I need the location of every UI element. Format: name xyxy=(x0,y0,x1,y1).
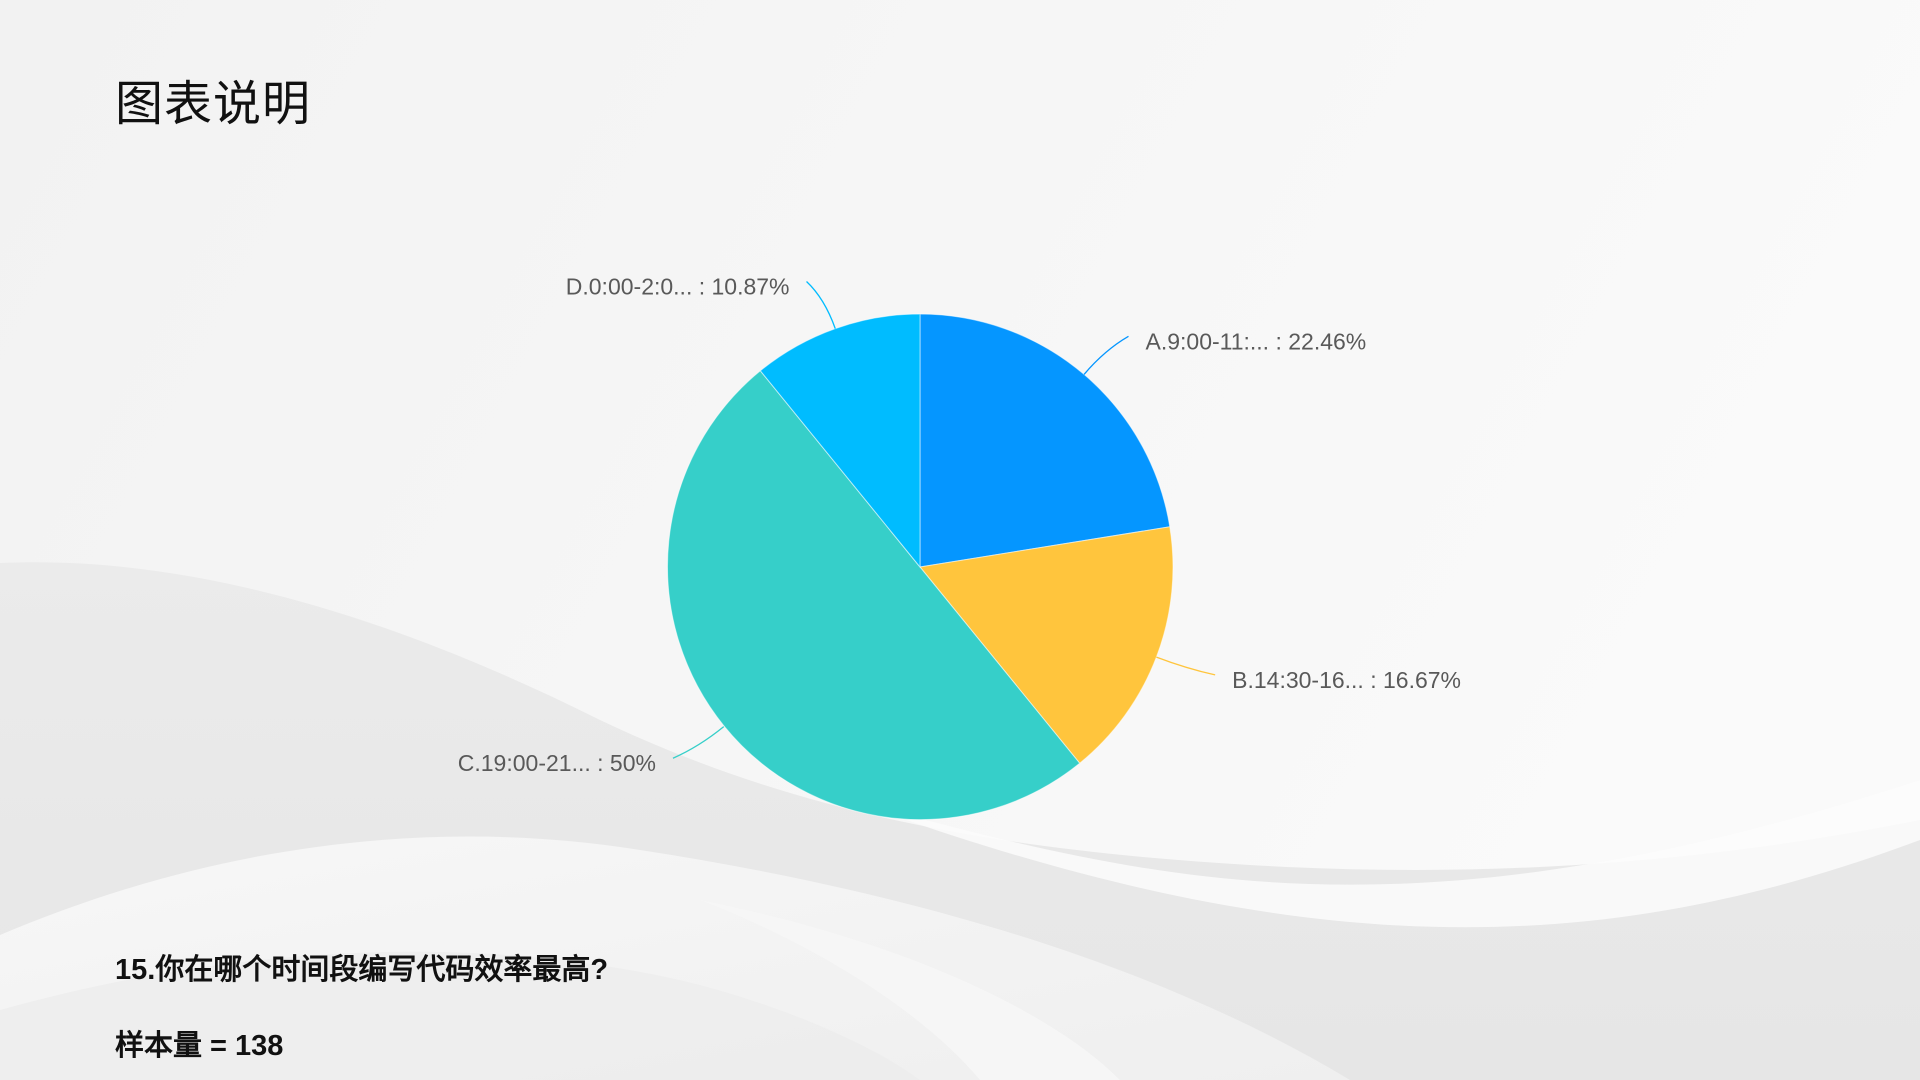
pie-slice xyxy=(667,370,1081,821)
data-label: D.0:00-2:0... : 10.87% xyxy=(566,274,790,300)
data-label: A.9:00-11:... : 22.46% xyxy=(1145,328,1366,354)
pie-slice xyxy=(919,313,1171,568)
label-leader-lines xyxy=(672,281,1216,759)
data-label: B.14:30-16... : 16.67% xyxy=(1232,667,1461,693)
label-leader-line xyxy=(806,281,836,329)
data-labels: A.9:00-11:... : 22.46% B.14:30-16... : 16… xyxy=(458,274,1461,777)
pie-slice xyxy=(759,313,921,569)
label-leader-line xyxy=(1083,335,1129,375)
label-leader-line xyxy=(1156,656,1216,676)
label-leader-line xyxy=(672,726,725,759)
page-title: 图表说明 xyxy=(115,78,312,131)
pie-slices xyxy=(667,313,1174,821)
pie-slice xyxy=(919,526,1174,764)
data-label: C.19:00-21... : 50% xyxy=(458,750,656,776)
background-wave xyxy=(700,900,1120,1080)
sample-size: 样本量 = 138 xyxy=(115,1030,284,1062)
background-wave xyxy=(0,951,920,1080)
background-wave xyxy=(850,780,1920,928)
question-text: 15.你在哪个时间段编写代码效率最高? xyxy=(115,954,609,986)
